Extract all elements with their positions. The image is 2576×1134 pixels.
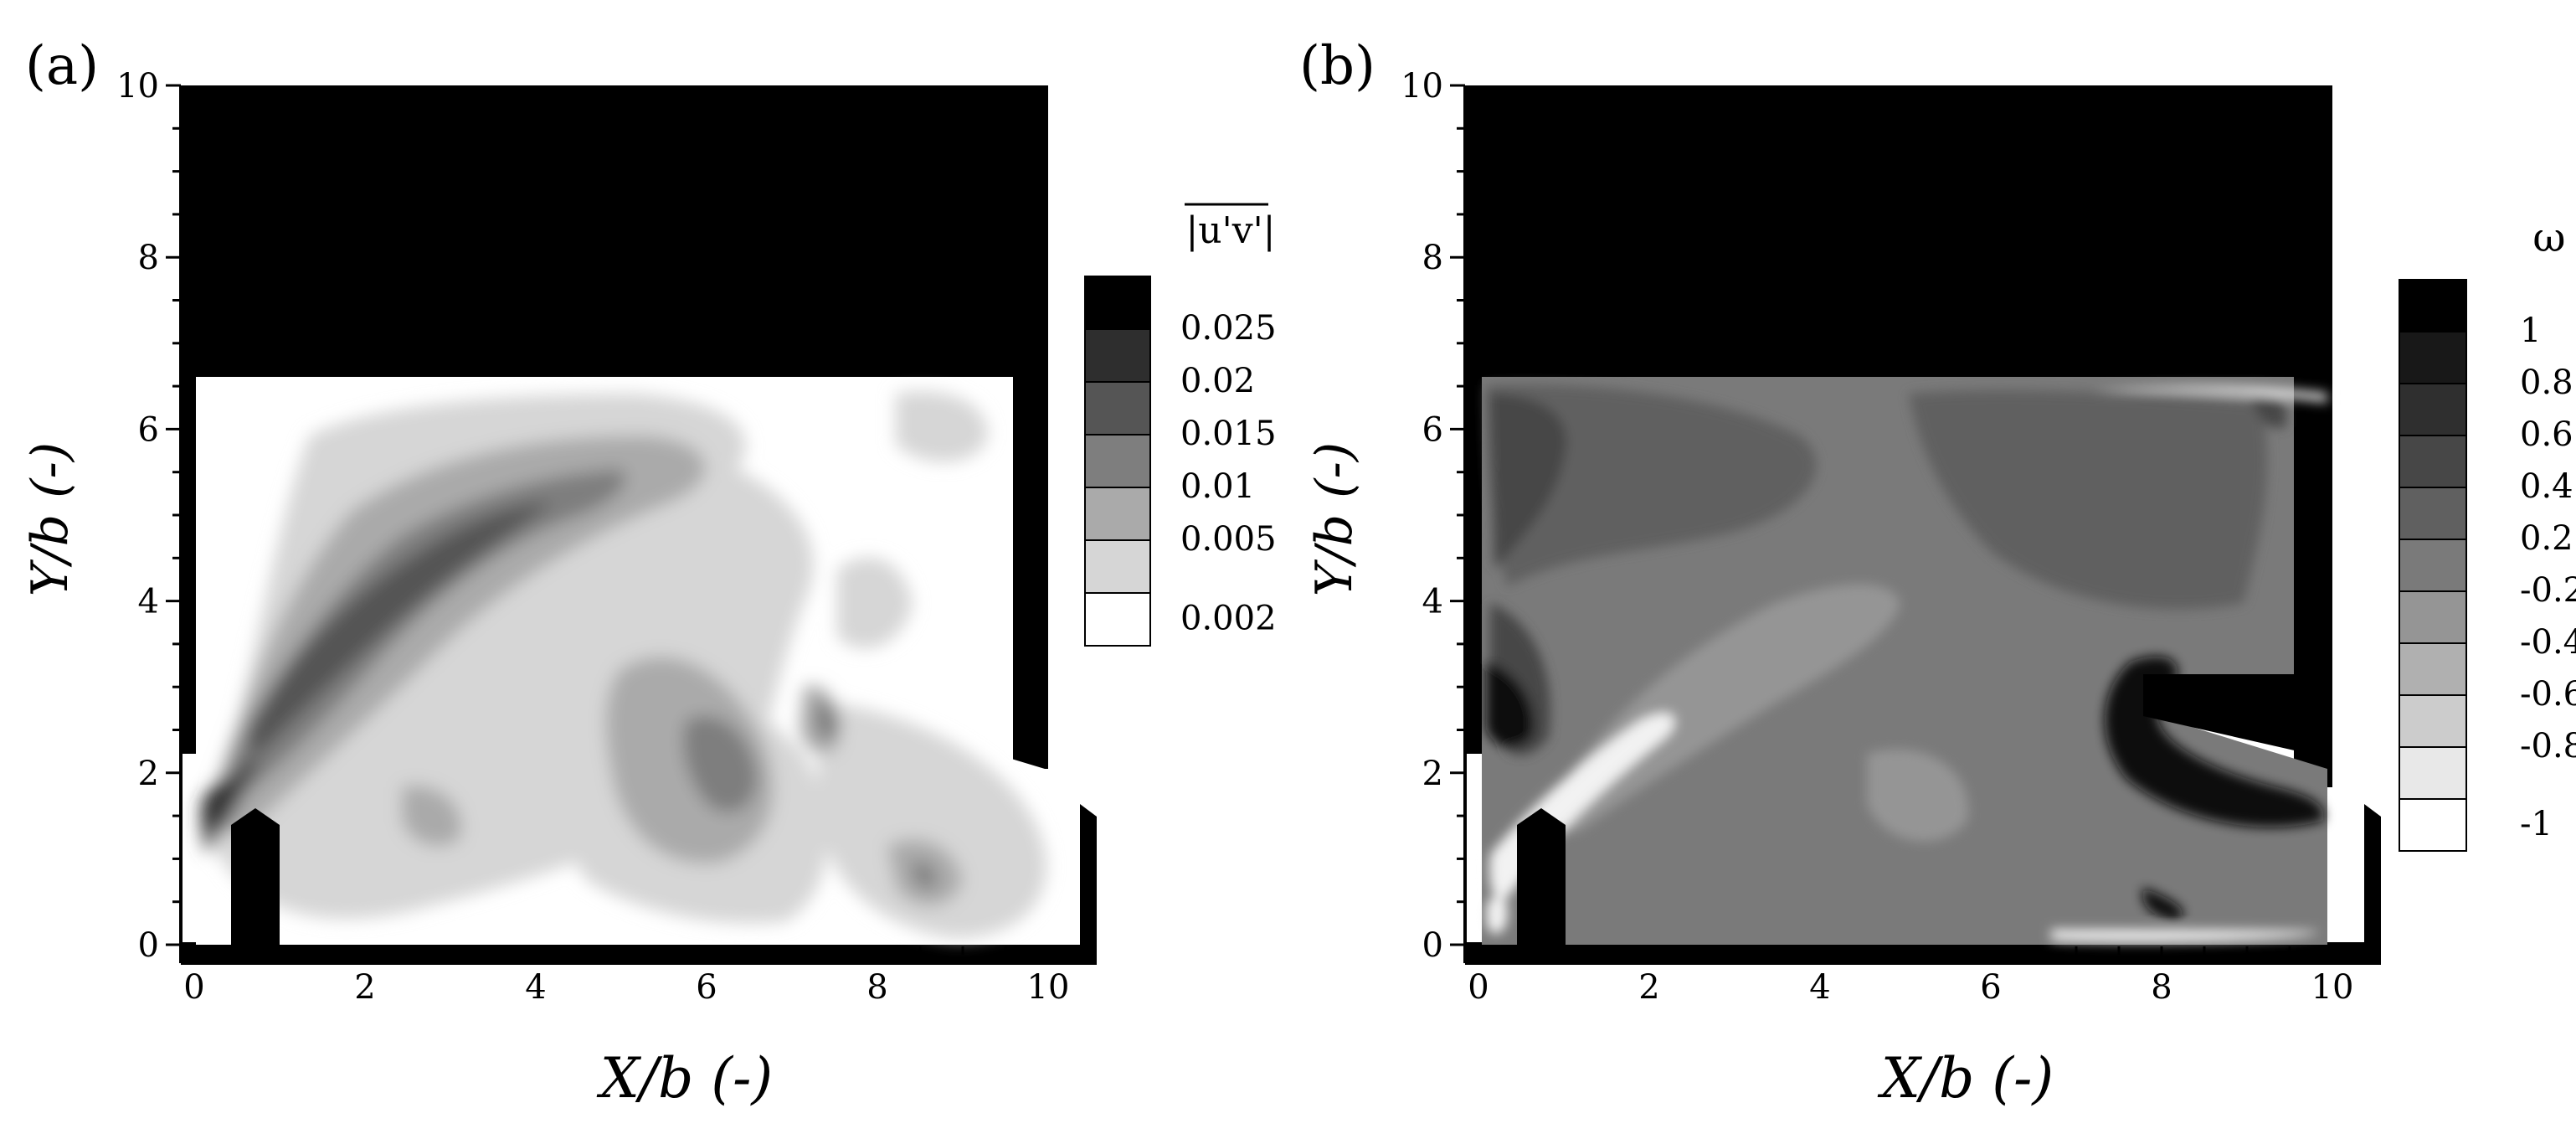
panel-a-mask-bottom	[181, 942, 1097, 964]
y-tick-label: 2	[1422, 755, 1443, 793]
x-tick-label: 0	[1468, 968, 1489, 1007]
panel-a-colorbar: |u'v'| 0.025 0.02 0.015 0.01 0.005 0.002	[1084, 203, 1277, 647]
colorbar-swatch	[1084, 539, 1151, 594]
colorbar-level-label: 0.4	[2520, 467, 2573, 506]
x-tick-label: 10	[1027, 968, 1070, 1007]
y-tick-label: 2	[138, 755, 159, 793]
colorbar-swatch	[2399, 487, 2467, 540]
y-tick-label: 8	[138, 239, 159, 277]
panel-b-mask-bottom	[1465, 942, 2381, 964]
x-tick-label: 4	[1809, 968, 1830, 1007]
colorbar-level-label: -0.8	[2520, 727, 2576, 765]
colorbar-swatch	[1084, 381, 1151, 436]
panel-b-mask-left-edge	[1465, 369, 1483, 754]
colorbar-swatch	[1084, 592, 1151, 647]
panel-b-colorbar: ω 1 0.8 0.6 0.4 0.2 -0.2 -0.4 -0.6 -0.8 -1	[2399, 214, 2576, 852]
colorbar-swatch	[2399, 383, 2467, 436]
panel-b-contours	[1486, 384, 2327, 942]
x-tick-label: 4	[525, 968, 546, 1007]
x-tick-label: 2	[354, 968, 375, 1007]
colorbar-swatch	[1084, 276, 1151, 330]
panel-a: (a) 0 2 4 6 8	[21, 35, 1277, 1111]
x-tick-label: 8	[2151, 968, 2172, 1007]
y-tick-label: 10	[1401, 67, 1443, 106]
colorbar-swatch	[1084, 434, 1151, 488]
panel-b-xlabel: X/b (-)	[1877, 1046, 2054, 1111]
y-tick-label: 6	[1422, 410, 1443, 449]
x-tick-label: 2	[1638, 968, 1659, 1007]
panel-a-ylabel: Y/b (-)	[21, 442, 80, 596]
panel-b-contour-1	[1486, 656, 2324, 921]
y-tick-label: 0	[138, 926, 159, 965]
colorbar-level-label: -0.2	[2520, 571, 2576, 610]
y-tick-label: 4	[138, 583, 159, 621]
colorbar-level-label: 0.01	[1180, 467, 1255, 506]
panel-b-mask-top	[1465, 85, 2332, 377]
x-tick-label: 6	[1980, 968, 2001, 1007]
colorbar-swatch	[2399, 331, 2467, 384]
y-tick-label: 4	[1422, 583, 1443, 621]
panel-b-label: (b)	[1299, 35, 1375, 97]
panel-a-xlabel: X/b (-)	[596, 1046, 773, 1111]
panel-b-colorbar-title: ω	[2532, 214, 2565, 261]
colorbar-level-label: 0.6	[2520, 415, 2573, 454]
colorbar-swatch	[2399, 746, 2467, 800]
panel-a-inlet-notch	[231, 808, 280, 825]
panel-a-mask-left-edge	[181, 369, 196, 754]
panel-b-baffle	[2143, 674, 2327, 758]
colorbar-level-label: 0.005	[1180, 520, 1277, 559]
y-tick-label: 0	[1422, 926, 1443, 965]
panel-a-outlet-lip	[1080, 804, 1097, 945]
panel-a-label: (a)	[25, 35, 99, 97]
colorbar-level-label: 0.02	[1180, 362, 1255, 400]
colorbar-level-label: 0.015	[1180, 415, 1277, 453]
colorbar-swatch	[2399, 590, 2467, 644]
x-tick-label: 10	[2311, 968, 2354, 1007]
panel-b-outlet-lip	[2364, 804, 2381, 945]
colorbar-swatch	[2399, 279, 2467, 332]
y-tick-label: 8	[1422, 239, 1443, 277]
panel-a-mask-right-wall	[1013, 369, 1048, 769]
y-tick-label: 10	[116, 67, 159, 106]
panel-a-contour-0.02	[201, 779, 239, 838]
colorbar-level-label: -0.6	[2520, 675, 2576, 714]
panel-a-inlet-wall	[231, 825, 280, 946]
colorbar-swatch	[1084, 487, 1151, 541]
colorbar-level-label: -0.4	[2520, 623, 2576, 662]
colorbar-swatch	[2399, 694, 2467, 748]
panel-b-ticks: 0 2 4 6 8 10 0 2 4 6 8 10	[1401, 67, 2377, 1007]
colorbar-swatch	[1084, 328, 1151, 383]
panel-a-contours	[201, 391, 1046, 938]
panel-a-colorbar-title: |u'v'|	[1185, 209, 1275, 252]
x-tick-label: 6	[696, 968, 717, 1007]
colorbar-level-label: -1	[2520, 805, 2553, 843]
colorbar-swatch	[2399, 798, 2467, 852]
colorbar-level-label: 0.002	[1180, 600, 1277, 638]
colorbar-level-label: 0.2	[2520, 519, 2573, 558]
panel-a-ticks: 0 2 4 6 8 10 0 2 4 6 8 10	[116, 67, 1093, 1007]
colorbar-level-label: 1	[2520, 312, 2541, 350]
colorbar-swatch	[2399, 642, 2467, 696]
panel-b-contour--0.4	[1548, 584, 1969, 842]
colorbar-level-label: 0.025	[1180, 309, 1277, 348]
x-tick-label: 0	[183, 968, 204, 1007]
panel-b-ylabel: Y/b (-)	[1305, 442, 1364, 596]
panel-b-inlet-wall	[1517, 825, 1566, 946]
x-tick-label: 8	[866, 968, 887, 1007]
panel-a-plot-area	[181, 85, 1097, 964]
colorbar-swatch	[2399, 435, 2467, 488]
panel-b-contour-0.2	[1486, 384, 2268, 610]
colorbar-swatch	[2399, 539, 2467, 592]
panel-b-plot-area	[1465, 85, 2381, 964]
panel-a-mask-top	[181, 85, 1048, 377]
panel-b-inlet-notch	[1517, 808, 1566, 825]
colorbar-level-label: 0.8	[2520, 363, 2573, 402]
y-tick-label: 6	[138, 410, 159, 449]
